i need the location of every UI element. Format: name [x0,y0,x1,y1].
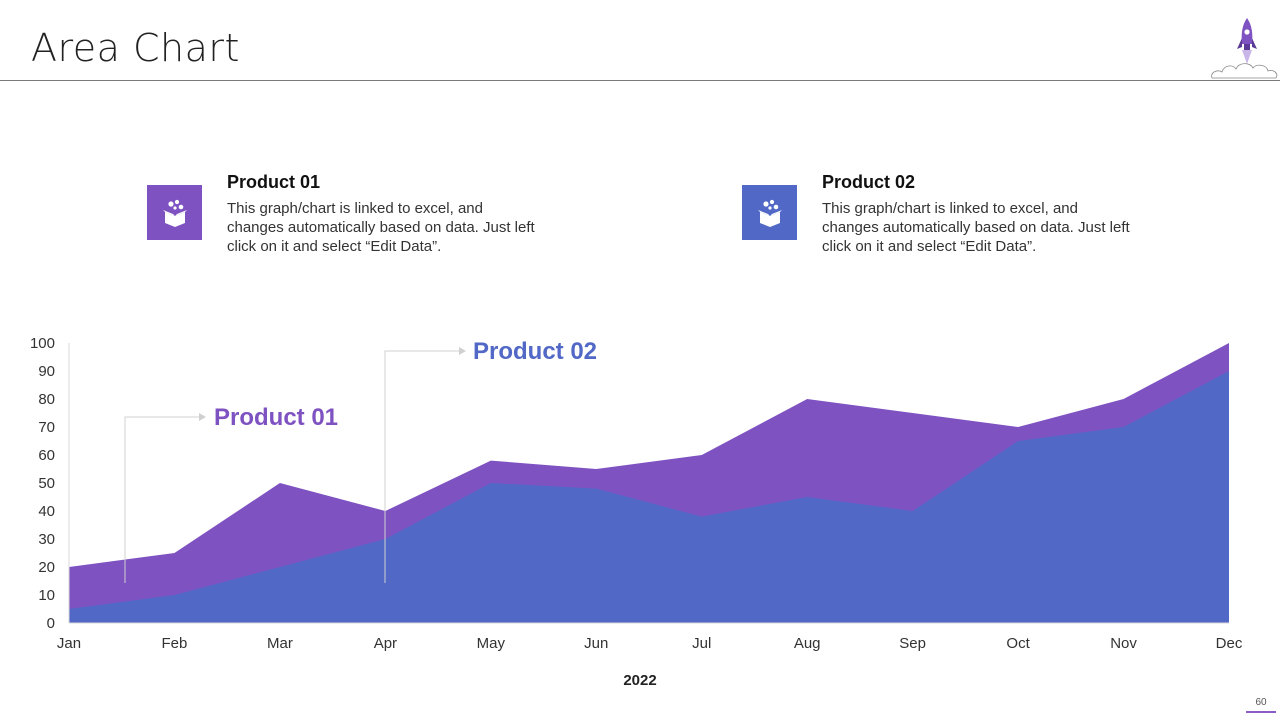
x-tick-label: Nov [1110,635,1137,652]
series-label-2: Product 02 [473,338,597,365]
y-tick-label: 10 [38,587,55,604]
y-tick-label: 70 [38,419,55,436]
y-tick-label: 40 [38,503,55,520]
x-tick-label: Jan [57,635,81,652]
product-2-icon-box [742,185,797,240]
x-tick-label: Jun [584,635,608,652]
product-1-heading: Product 01 [227,172,321,192]
page-number: 60 [1246,697,1276,713]
gift-box-icon [162,199,187,227]
product-2-description: This graph/chart is linked to excel, and… [822,200,1130,255]
slide-title: Area Chart [31,26,240,70]
rocket-logo-icon [1211,18,1278,79]
callout-line-2 [384,350,460,583]
y-tick-label: 30 [38,531,55,548]
y-tick-label: 20 [38,559,55,576]
y-tick-label: 80 [38,391,55,408]
x-tick-label: Aug [794,635,821,652]
x-tick-label: Oct [1006,635,1030,652]
y-tick-label: 50 [38,475,55,492]
x-tick-label: Sep [899,635,926,652]
y-tick-label: 60 [38,447,55,464]
series-label-1: Product 01 [214,404,338,431]
x-tick-label: Feb [162,635,188,652]
y-tick-label: 0 [47,615,55,632]
area-chart: 0 10 20 30 40 50 60 70 80 90 100 Jan Feb Mar Apr May Jun… [30,335,1243,689]
y-tick-label: 100 [30,335,55,352]
y-tick-label: 90 [38,363,55,380]
x-tick-label: Jul [692,635,711,652]
product-1-icon-box [147,185,202,240]
gift-box-icon [757,199,782,227]
product-1-description: This graph/chart is linked to excel, and… [227,200,535,255]
x-tick-label: May [477,635,506,652]
x-tick-label: Mar [267,635,293,652]
title-divider [0,80,1280,81]
x-tick-label: Dec [1216,635,1243,652]
callout-arrow-1 [199,413,206,421]
area-series-2 [69,371,1229,623]
callout-arrow-2 [459,347,466,355]
x-tick-label: Apr [374,635,397,652]
callout-line-1 [124,416,200,583]
x-axis-title: 2022 [623,672,656,689]
product-2-heading: Product 02 [822,172,916,192]
